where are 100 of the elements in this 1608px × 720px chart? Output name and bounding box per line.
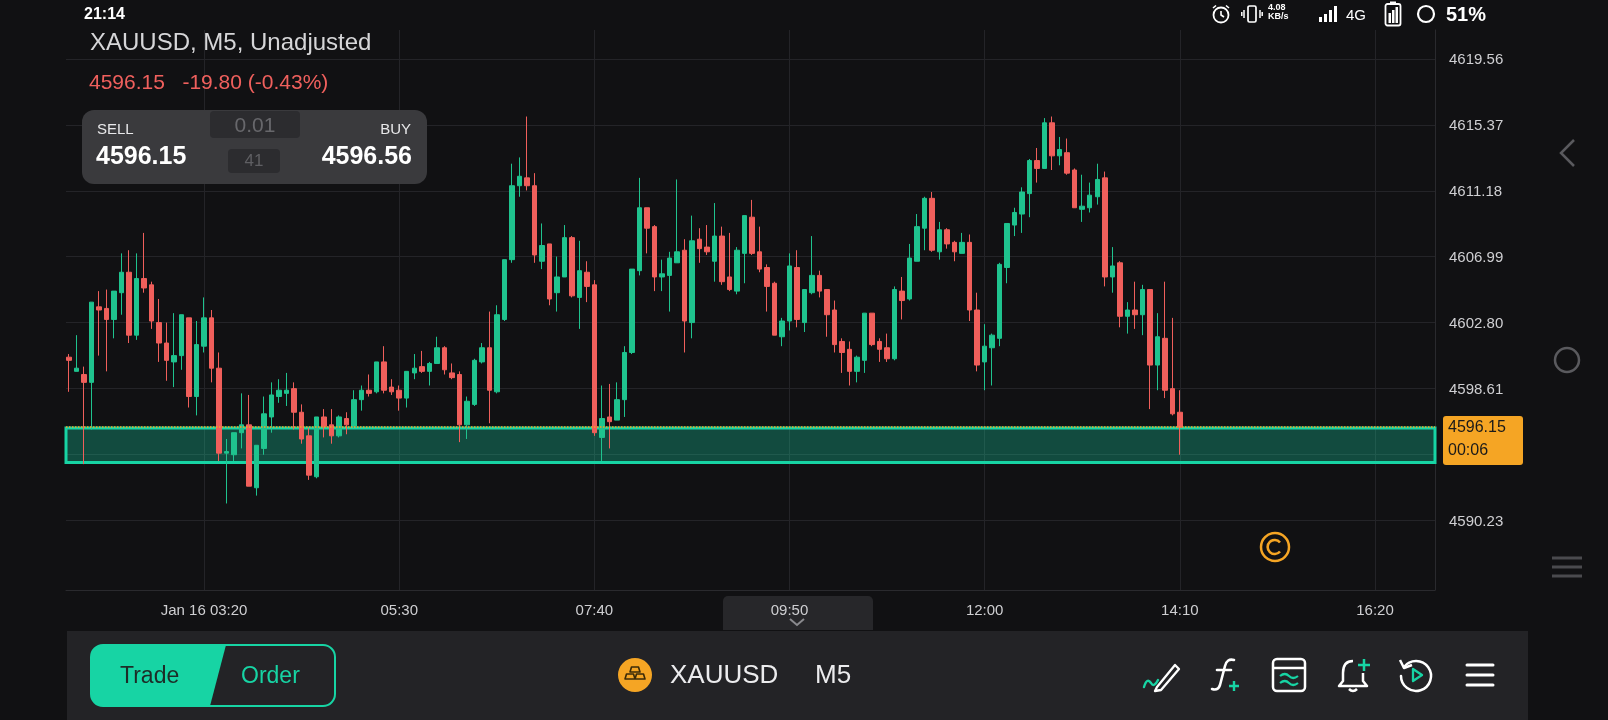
candlestick (689, 215, 695, 339)
candlestick (427, 361, 432, 387)
candlestick (532, 172, 537, 264)
candlestick (659, 259, 665, 292)
candlestick (434, 336, 440, 364)
candlestick (794, 249, 800, 328)
y-tick-label: 4598.61 (1449, 379, 1504, 397)
candlestick (186, 317, 192, 409)
candlestick (622, 345, 627, 418)
annotation: BUY (380, 120, 411, 138)
candlestick (314, 416, 319, 479)
x-tick-label: 14:10 (1161, 601, 1199, 618)
candlestick (1019, 186, 1025, 234)
candlestick (336, 414, 342, 438)
candlestick (1042, 117, 1047, 169)
candlestick (291, 381, 297, 431)
candlestick (524, 116, 530, 191)
candlestick (374, 361, 379, 394)
annotation: SELL (97, 120, 134, 138)
candlestick (592, 279, 597, 437)
candlestick (967, 233, 972, 322)
text: 4596.15 -19.80 (-0.43%) (89, 70, 329, 95)
candlestick (712, 202, 717, 283)
y-tick-label: 4615.37 (1449, 116, 1504, 134)
y-tick-label: 4619.56 (1449, 50, 1504, 68)
candlestick (629, 268, 635, 355)
candlestick (637, 177, 642, 276)
candlestick (952, 240, 957, 262)
candlestick (719, 226, 725, 286)
candlestick (1177, 389, 1183, 456)
candlestick (171, 312, 177, 388)
candlestick (787, 252, 792, 331)
candlestick (254, 444, 259, 497)
candlestick (877, 337, 882, 363)
candlestick (179, 314, 184, 371)
candlestick (329, 408, 334, 445)
candlestick (1140, 284, 1145, 336)
candlestick (381, 345, 387, 394)
candlestick (539, 222, 545, 270)
candlestick (652, 224, 657, 292)
candlestick (734, 246, 740, 295)
text: 51% (1446, 3, 1487, 26)
candlestick (569, 235, 575, 298)
y-tick-label: 4611.18 (1449, 182, 1503, 200)
candlestick (396, 385, 402, 412)
candlestick (682, 238, 687, 353)
candlestick (246, 394, 252, 487)
candlestick (1110, 246, 1115, 294)
chart-title: XAUUSD, M5, Unadjusted (90, 28, 372, 56)
candlestick (1132, 281, 1138, 330)
candlestick (149, 281, 154, 330)
candlestick (764, 263, 770, 313)
candlestick (727, 232, 732, 292)
candlestick (239, 392, 244, 449)
x-tick-label: 12:00 (965, 601, 1004, 618)
x-tick-label: 16:20 (1356, 601, 1394, 618)
candlestick (1170, 317, 1175, 416)
candlestick (1072, 167, 1077, 209)
candlestick (817, 270, 822, 298)
candlestick (914, 213, 920, 262)
candlestick (577, 240, 582, 330)
candlestick (1147, 289, 1153, 410)
candlestick (494, 304, 500, 394)
candlestick (359, 385, 364, 412)
candlestick (134, 252, 139, 341)
candlestick (989, 333, 995, 387)
candlestick (126, 249, 132, 344)
candlestick (66, 353, 72, 393)
candlestick (779, 317, 785, 347)
candlestick (772, 281, 777, 336)
candlestick (884, 333, 890, 363)
candlestick (442, 345, 447, 375)
candlestick (81, 366, 87, 465)
candlestick (1125, 301, 1130, 335)
candlestick (749, 199, 755, 256)
candlestick (982, 323, 987, 391)
candlestick (667, 251, 672, 313)
candlestick (464, 396, 470, 440)
candlestick (742, 215, 747, 284)
text: 4G (1346, 6, 1367, 24)
candlestick (269, 381, 274, 434)
ref-line-label: 4596.15 (1448, 418, 1506, 437)
candlestick (209, 309, 214, 383)
candlestick (412, 353, 417, 380)
candlestick (201, 296, 207, 353)
candlestick (261, 396, 267, 456)
text: 00:06 (1448, 441, 1489, 460)
candlestick (74, 334, 79, 372)
annotation: 4596.56 (321, 141, 412, 170)
text: Order (241, 662, 300, 689)
text: XAUUSD (670, 659, 779, 690)
candlestick (922, 196, 927, 251)
candlestick (547, 243, 552, 306)
x-tick-label: 05:30 (380, 601, 419, 618)
candlestick (1027, 158, 1032, 218)
candlestick (1064, 138, 1070, 176)
candlestick (697, 227, 702, 264)
candlestick (216, 351, 222, 462)
candlestick (869, 312, 875, 347)
candlestick (509, 163, 515, 264)
